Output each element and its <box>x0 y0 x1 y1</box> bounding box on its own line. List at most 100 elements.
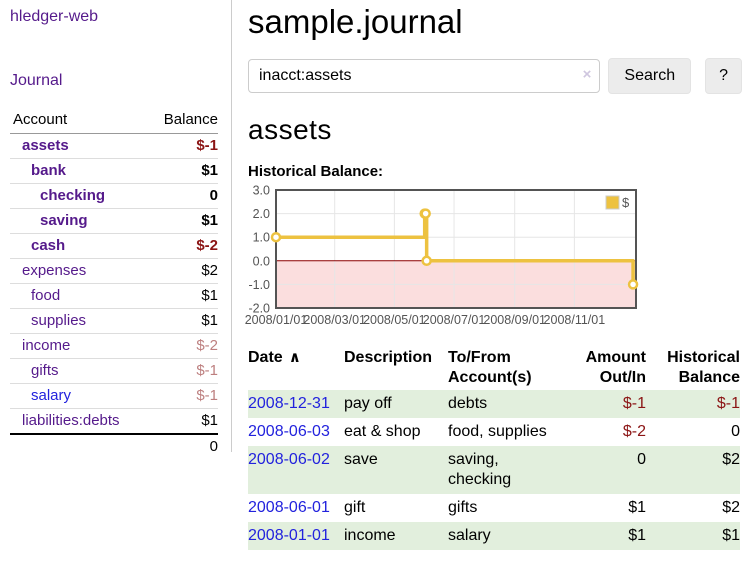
register-header-accounts: To/From Account(s) <box>448 346 566 390</box>
account-cell: liabilities:debts <box>10 409 147 435</box>
sidebar-item-journal[interactable]: Journal <box>10 72 231 90</box>
account-link[interactable]: income <box>22 337 70 354</box>
help-button[interactable]: ? <box>705 58 742 94</box>
register-row: 2008-06-01 giftgifts$1$2 <box>248 494 740 522</box>
legend-swatch <box>606 196 619 209</box>
clear-search-icon[interactable]: × <box>583 67 592 82</box>
app-title-link[interactable]: hledger-web <box>10 8 231 26</box>
register-accounts-cell: debts <box>448 390 566 418</box>
search-input[interactable] <box>248 59 600 93</box>
account-link[interactable]: liabilities:debts <box>22 412 120 429</box>
search-form: × Search ? <box>248 58 742 94</box>
account-link[interactable]: gifts <box>31 362 59 379</box>
account-cell: salary <box>10 384 147 409</box>
page-title: sample.journal <box>248 3 742 41</box>
account-row: saving $1 <box>10 209 218 234</box>
register-balance-cell: $-1 <box>646 390 740 418</box>
historical-balance-chart: 3.02.01.00.0-1.0-2.02008/01/012008/03/01… <box>248 185 742 330</box>
account-balance: $-2 <box>147 234 218 259</box>
account-cell: saving <box>10 209 147 234</box>
account-row: assets$-1 <box>10 134 218 159</box>
account-link[interactable]: saving <box>40 212 88 229</box>
y-axis-tick-label: -1.0 <box>248 278 270 292</box>
account-row: salary$-1 <box>10 384 218 409</box>
register-date-cell: 2008-01-01 <box>248 522 344 550</box>
accounts-header-account: Account <box>10 109 147 134</box>
register-amount-cell: $1 <box>566 522 646 550</box>
register-description-cell: income <box>344 522 448 550</box>
register-row: 2008-06-02 savesaving, checking0$2 <box>248 446 740 494</box>
x-axis-tick-label: 2008/01/01 <box>245 313 308 327</box>
register-description-cell: pay off <box>344 390 448 418</box>
chart-title: Historical Balance: <box>248 163 742 180</box>
register-table: Date∧ Description To/From Account(s) Amo… <box>248 346 740 550</box>
account-link[interactable]: cash <box>31 237 65 254</box>
register-header-row: Date∧ Description To/From Account(s) Amo… <box>248 346 740 390</box>
y-axis-tick-label: 3.0 <box>253 184 270 198</box>
account-balance: $-1 <box>147 359 218 384</box>
register-date-link[interactable]: 2008-01-01 <box>248 527 330 544</box>
search-button[interactable]: Search <box>608 58 691 94</box>
y-axis-tick-label: 0.0 <box>253 254 270 268</box>
sort-ascending-icon: ∧ <box>289 349 301 366</box>
account-row: supplies$1 <box>10 309 218 334</box>
register-date-cell: 2008-06-03 <box>248 418 344 446</box>
account-row: checking 0 <box>10 184 218 209</box>
x-axis-tick-label: 2008/11/01 <box>544 313 606 327</box>
accounts-total-row: 0 <box>10 434 218 459</box>
register-date-link[interactable]: 2008-06-02 <box>248 451 330 468</box>
account-cell: income <box>10 334 147 359</box>
register-accounts-cell: food, supplies <box>448 418 566 446</box>
register-description-cell: gift <box>344 494 448 522</box>
sidebar: hledger-web Journal Account Balance asse… <box>0 0 232 452</box>
y-axis-tick-label: 2.0 <box>253 207 270 221</box>
account-balance: $-2 <box>147 334 218 359</box>
register-date-cell: 2008-12-31 <box>248 390 344 418</box>
accounts-table: Account Balance assets$-1bank$1checking0… <box>10 109 218 459</box>
register-row: 2008-12-31pay offdebts$-1$-1 <box>248 390 740 418</box>
register-header-description: Description <box>344 346 448 390</box>
register-date-link[interactable]: 2008-06-01 <box>248 499 330 516</box>
register-amount-cell: 0 <box>566 446 646 494</box>
register-date-cell: 2008-06-02 <box>248 446 344 494</box>
register-date-link[interactable]: 2008-12-31 <box>248 395 330 412</box>
account-cell: food <box>10 284 147 309</box>
register-amount-cell: $1 <box>566 494 646 522</box>
account-link[interactable]: salary <box>31 387 71 404</box>
x-axis-tick-label: 2008/09/01 <box>483 313 546 327</box>
account-row: cash $-2 <box>10 234 218 259</box>
main-content: sample.journal × Search ? assets Histori… <box>233 0 742 550</box>
account-link[interactable]: assets <box>22 137 69 154</box>
legend-label: $ <box>622 195 630 210</box>
account-link[interactable]: bank <box>31 162 66 179</box>
register-date-link[interactable]: 2008-06-03 <box>248 423 330 440</box>
account-balance: $1 <box>147 284 218 309</box>
account-balance: $1 <box>147 209 218 234</box>
register-accounts-cell: saving, checking <box>448 446 566 494</box>
accounts-total-spacer <box>10 434 147 459</box>
x-axis-tick-label: 2008/03/01 <box>303 313 366 327</box>
account-link[interactable]: supplies <box>31 312 86 329</box>
register-amount-cell: $-1 <box>566 390 646 418</box>
account-link[interactable]: expenses <box>22 262 86 279</box>
register-accounts-cell: gifts <box>448 494 566 522</box>
register-header-balance: Historical Balance <box>646 346 740 390</box>
accounts-header-balance: Balance <box>147 109 218 134</box>
account-balance: $2 <box>147 259 218 284</box>
account-row: food $1 <box>10 284 218 309</box>
register-description-cell: save <box>344 446 448 494</box>
account-link[interactable]: food <box>31 287 60 304</box>
account-balance: 0 <box>147 184 218 209</box>
accounts-header-row: Account Balance <box>10 109 218 134</box>
register-balance-cell: $2 <box>646 446 740 494</box>
account-heading: assets <box>248 114 742 146</box>
balance-chart-svg: 3.02.01.00.0-1.0-2.02008/01/012008/03/01… <box>248 185 742 330</box>
account-link[interactable]: checking <box>40 187 105 204</box>
accounts-total-value: 0 <box>147 434 218 459</box>
register-row: 2008-06-03eat & shopfood, supplies$-20 <box>248 418 740 446</box>
search-box: × <box>248 59 600 93</box>
account-row: income $-2 <box>10 334 218 359</box>
register-header-amount: Amount Out/In <box>566 346 646 390</box>
register-balance-cell: $2 <box>646 494 740 522</box>
account-balance: $1 <box>147 159 218 184</box>
